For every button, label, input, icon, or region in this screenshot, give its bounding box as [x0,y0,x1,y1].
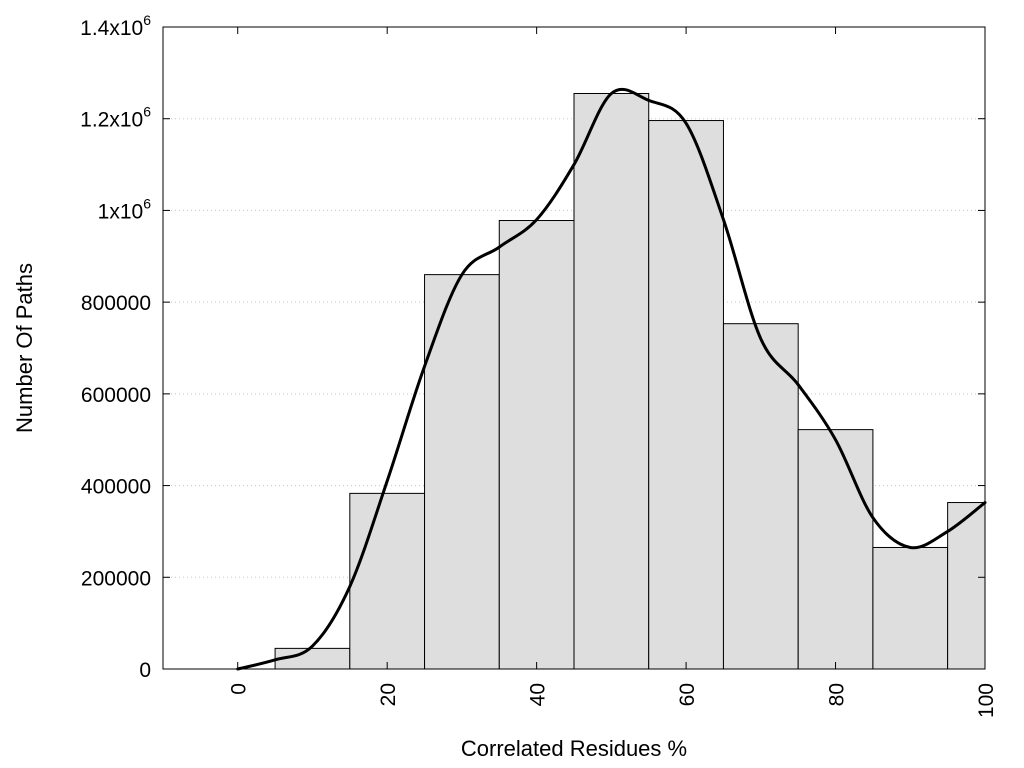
x-tick-label: 60 [676,683,699,706]
x-tick-label: 100 [975,683,998,718]
histogram-bar [722,323,799,670]
y-tick-label: 600000 [81,384,151,407]
x-tick-labels: 0 20 40 60 80 100 [228,683,998,718]
x-axis-title: Correlated Residues % [461,736,687,761]
histogram-bar [947,502,986,670]
histogram-bar [648,120,724,670]
y-tick-labels: 0 200000 400000 600000 800000 1x106 1.2x106 1.4… [80,12,151,682]
tick-marks [163,26,986,670]
y-tick-label: 200000 [81,567,151,590]
smooth-curve [236,87,987,671]
bars [274,92,986,670]
y-axis-title: Number Of Paths [12,263,37,433]
histogram-bar [797,429,874,670]
y-tick-label: 1.2x106 [80,104,151,132]
plot-frame [162,26,986,670]
y-tick-label: 1.4x106 [80,12,151,40]
x-tick-label: 0 [228,683,251,695]
x-tick-label: 20 [377,683,400,706]
y-tick-label: 1x106 [98,195,152,223]
y-tick-label: 0 [139,659,151,682]
y-tick-label: 800000 [81,292,151,315]
histogram-bar [498,220,575,670]
histogram-bar [872,546,949,670]
y-tick-label: 400000 [81,476,151,499]
x-tick-label: 40 [527,683,550,706]
smooth-curve-layer [236,87,987,671]
histogram-bar [349,492,426,670]
x-tick-label: 80 [826,683,849,706]
histogram-bar [573,92,650,670]
